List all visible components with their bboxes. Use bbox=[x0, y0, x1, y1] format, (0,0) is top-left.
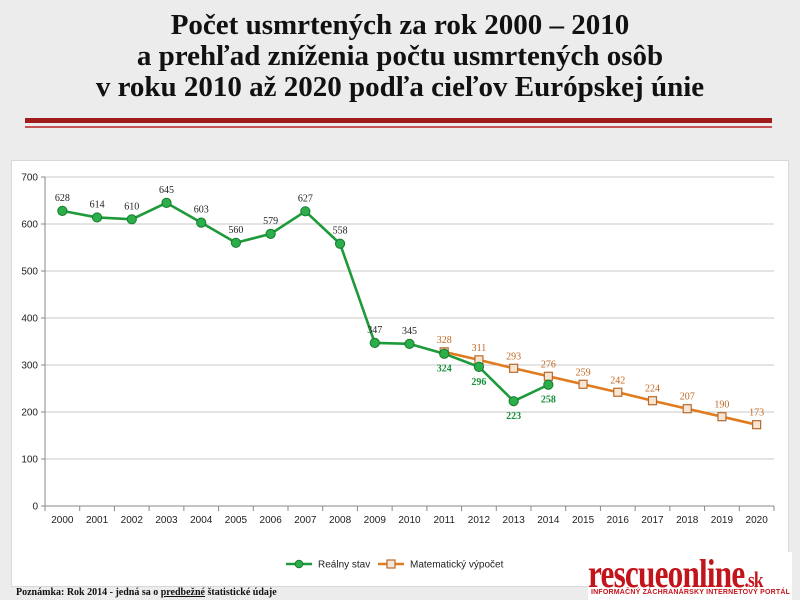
x-tick-label-2018: 2018 bbox=[676, 515, 699, 526]
real-label-2001: 614 bbox=[90, 199, 105, 210]
real-label-2004: 603 bbox=[194, 205, 209, 216]
x-tick-label-2004: 2004 bbox=[190, 515, 213, 526]
projection-marker-2015 bbox=[578, 379, 588, 389]
x-tick-label-2020: 2020 bbox=[746, 515, 769, 526]
real-marker-2005 bbox=[230, 237, 242, 248]
real-marker-2012 bbox=[473, 361, 485, 372]
x-tick-label-2016: 2016 bbox=[607, 515, 630, 526]
projection-marker-2018 bbox=[682, 404, 692, 414]
real-marker-2008 bbox=[334, 238, 346, 249]
title-line-3: v roku 2010 až 2020 podľa cieľov Európsk… bbox=[95, 71, 705, 103]
real-marker-2000 bbox=[57, 205, 68, 216]
projection-label-2017: 224 bbox=[645, 384, 660, 395]
real-marker-2013 bbox=[508, 396, 519, 407]
projection-marker-2020 bbox=[752, 420, 762, 430]
projection-label-2011: 328 bbox=[437, 335, 452, 346]
x-tick-label-2019: 2019 bbox=[711, 515, 734, 526]
projection-label-2015: 259 bbox=[576, 367, 591, 378]
y-tick-label-2: 200 bbox=[21, 408, 38, 419]
real-label-2000: 628 bbox=[55, 193, 70, 204]
x-tick-label-2006: 2006 bbox=[260, 515, 283, 526]
projection-label-2012: 311 bbox=[472, 343, 487, 354]
projection-label-2014: 276 bbox=[541, 359, 556, 370]
x-tick-label-2005: 2005 bbox=[225, 515, 248, 526]
projection-label-2018: 207 bbox=[680, 392, 695, 403]
real-marker-2001 bbox=[91, 212, 103, 223]
projection-marker-2019 bbox=[717, 412, 727, 422]
real-marker-2004 bbox=[196, 217, 207, 228]
real-label-2010: 345 bbox=[402, 326, 417, 337]
projection-label-2019: 190 bbox=[714, 400, 729, 411]
real-marker-2006 bbox=[265, 228, 276, 239]
projection-label-2016: 242 bbox=[610, 375, 625, 386]
x-tick-label-2017: 2017 bbox=[641, 515, 664, 526]
legend-projection-swatch-marker bbox=[386, 559, 396, 569]
footnote-suffix: štatistické údaje bbox=[205, 587, 277, 598]
line-chart: 0 100 200 300 400 500 600 700 2000 2001 2002 2003 20… bbox=[21, 173, 775, 571]
y-tick-label-6: 600 bbox=[21, 220, 38, 231]
real-marker-2002 bbox=[126, 214, 137, 225]
real-label-2011: 324 bbox=[437, 364, 452, 375]
legend-real-swatch-marker bbox=[294, 559, 304, 569]
y-tick-label-4: 400 bbox=[21, 314, 38, 325]
title-divider bbox=[25, 118, 772, 123]
x-tick-label-2013: 2013 bbox=[503, 515, 526, 526]
projection-label-2013: 293 bbox=[506, 351, 521, 362]
x-tick-label-2014: 2014 bbox=[537, 515, 560, 526]
footnote-underlined: predbežné bbox=[160, 587, 205, 598]
real-marker-2003 bbox=[161, 197, 172, 208]
real-marker-2007 bbox=[300, 206, 311, 217]
real-label-2002: 610 bbox=[124, 201, 139, 212]
x-tick-label-2000: 2000 bbox=[51, 515, 74, 526]
real-marker-2009 bbox=[369, 337, 380, 349]
logo-wordmark: rescueonline.sk bbox=[588, 550, 763, 597]
page-title: Počet usmrtených za rok 2000 – 2010 a pr… bbox=[0, 10, 800, 103]
footnote: Poznámka: Rok 2014 - jedná sa o predbežn… bbox=[16, 587, 277, 598]
real-marker-2010 bbox=[404, 338, 415, 349]
x-tick-label-2008: 2008 bbox=[329, 515, 352, 526]
real-label-2008: 558 bbox=[333, 226, 348, 237]
legend-real-label: Reálny stav bbox=[318, 560, 370, 571]
chart-panel: 0 100 200 300 400 500 600 700 2000 2001 2002 2003 20… bbox=[11, 160, 789, 587]
y-tick-label-5: 500 bbox=[21, 267, 38, 278]
series-projection-line bbox=[443, 350, 757, 426]
projection-marker-2014 bbox=[543, 371, 553, 381]
real-label-2013: 223 bbox=[506, 411, 521, 422]
real-label-2009: 347 bbox=[367, 325, 382, 336]
x-tick-label-2012: 2012 bbox=[468, 515, 491, 526]
projection-marker-2017 bbox=[647, 396, 658, 406]
logo-tagline: INFORMAČNÝ ZÁCHRANÁRSKY INTERNETOVÝ PORT… bbox=[591, 589, 791, 596]
real-label-2003: 645 bbox=[159, 185, 174, 196]
projection-marker-2013 bbox=[509, 363, 519, 373]
x-tick-label-2003: 2003 bbox=[155, 515, 178, 526]
real-label-2014: 258 bbox=[541, 395, 556, 406]
x-tick-label-2001: 2001 bbox=[86, 515, 109, 526]
x-tick-label-2002: 2002 bbox=[121, 515, 144, 526]
real-marker-2011 bbox=[439, 348, 450, 359]
y-tick-label-3: 300 bbox=[21, 361, 38, 372]
projection-label-2020: 173 bbox=[749, 408, 764, 419]
x-tick-label-2010: 2010 bbox=[398, 515, 421, 526]
real-label-2006: 579 bbox=[263, 216, 278, 227]
y-tick-label-1: 100 bbox=[21, 455, 38, 466]
y-tick-label-7: 700 bbox=[21, 173, 38, 184]
x-tick-label-2007: 2007 bbox=[294, 515, 317, 526]
logo-suffix: .sk bbox=[744, 567, 763, 592]
real-label-2012: 296 bbox=[471, 377, 486, 388]
title-line-1: Počet usmrtených za rok 2000 – 2010 bbox=[170, 9, 630, 41]
legend-projection-label: Matematický výpočet bbox=[410, 560, 504, 571]
real-marker-2014 bbox=[543, 379, 554, 390]
logo-word-text: rescueonline bbox=[588, 551, 745, 596]
projection-marker-2016 bbox=[613, 387, 623, 397]
footnote-prefix: Poznámka: Rok 2014 - jedná sa o bbox=[16, 587, 161, 598]
x-tick-label-2015: 2015 bbox=[572, 515, 595, 526]
rescueonline-logo: rescueonline.sk INFORMAČNÝ ZÁCHRANÁRSKY … bbox=[588, 550, 792, 600]
real-label-2007: 627 bbox=[298, 193, 313, 204]
x-tick-label-2009: 2009 bbox=[364, 515, 387, 526]
real-label-2005: 560 bbox=[228, 225, 243, 236]
title-line-2: a prehľad zníženia počtu usmrtených osôb bbox=[136, 40, 664, 72]
title-divider-thin bbox=[25, 126, 772, 128]
y-tick-label-0: 0 bbox=[32, 502, 38, 513]
x-tick-label-2011: 2011 bbox=[433, 515, 455, 526]
